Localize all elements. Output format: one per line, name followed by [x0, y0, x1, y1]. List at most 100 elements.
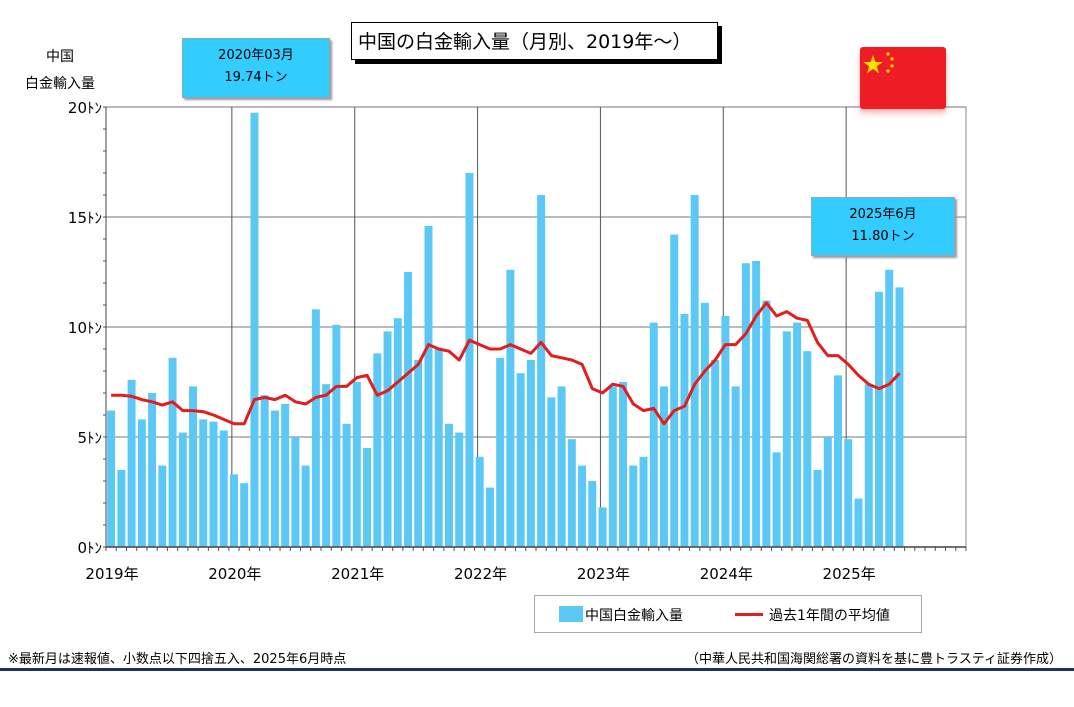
bar — [803, 351, 812, 547]
bar — [608, 386, 617, 547]
y-axis-label-line2: 白金輸入量 — [25, 76, 95, 92]
callout-latest-date: 2025年6月 — [849, 207, 917, 222]
bar — [598, 507, 607, 547]
y-axis-label-line1: 中国 — [46, 49, 74, 65]
bar — [844, 439, 853, 547]
bar — [895, 287, 904, 547]
bar — [148, 393, 157, 547]
bar — [332, 324, 341, 547]
bar — [793, 322, 802, 547]
bar — [219, 430, 228, 547]
bar — [874, 291, 883, 547]
callout-peak-date: 2020年03月 — [218, 48, 294, 63]
bar — [629, 465, 638, 547]
callout-peak-value: 19.74トン — [224, 70, 288, 85]
y-tick-label: 5ﾄﾝ — [77, 429, 102, 447]
bar — [322, 384, 331, 547]
y-tick-label: 20ﾄﾝ — [68, 99, 102, 117]
bar — [731, 386, 740, 547]
bar — [270, 410, 279, 547]
bar — [578, 465, 587, 547]
x-tick-label: 2022年 — [454, 565, 507, 583]
bar — [506, 269, 515, 547]
bar — [189, 386, 198, 547]
average-line — [111, 301, 901, 426]
legend-line-swatch — [735, 613, 763, 616]
bar — [455, 432, 464, 547]
x-tick-label: 2020年 — [208, 565, 261, 583]
bar — [260, 395, 269, 547]
x-tick-label: 2025年 — [823, 565, 876, 583]
bottom-rule — [0, 668, 1074, 671]
bar — [229, 474, 238, 547]
bar — [301, 465, 310, 547]
bar — [639, 456, 648, 547]
bar — [823, 437, 832, 547]
bar — [670, 234, 679, 547]
bar — [772, 452, 781, 547]
legend-entry-average: 過去1年間の平均値 — [769, 608, 890, 624]
bar — [762, 300, 771, 547]
bar — [567, 439, 576, 547]
chart-legend: 中国白金輸入量 過去1年間の平均値 — [534, 595, 922, 633]
bar — [342, 423, 351, 547]
bar — [588, 481, 597, 547]
bar — [475, 456, 484, 547]
bar — [864, 384, 873, 547]
bar — [434, 349, 443, 547]
bar — [158, 465, 167, 547]
bar — [117, 470, 126, 547]
bar — [721, 316, 730, 547]
bar — [240, 483, 249, 547]
bar — [404, 272, 413, 547]
footnote: ※最新月は速報値、小数点以下四捨五入、2025年6月時点 — [8, 652, 347, 667]
bar — [352, 382, 361, 547]
bar — [516, 373, 525, 547]
bar — [526, 360, 535, 547]
callout-peak: 2020年03月 19.74トン — [182, 38, 330, 98]
x-tick-label: 2019年 — [85, 565, 138, 583]
bar — [496, 357, 505, 547]
china-flag-icon — [860, 47, 946, 109]
bar — [557, 386, 566, 547]
x-tick-label: 2024年 — [700, 565, 753, 583]
source-note: （中華人民共和国海関総署の資料を基に豊トラスティ証券作成） — [686, 652, 1062, 667]
bar — [107, 410, 116, 547]
bar — [485, 487, 494, 547]
bar — [711, 360, 720, 547]
bar — [414, 360, 423, 547]
bar — [700, 302, 709, 547]
bar — [168, 357, 177, 547]
bar — [383, 331, 392, 547]
bar — [834, 375, 843, 547]
bar — [291, 437, 300, 547]
bar — [137, 419, 146, 547]
bar — [782, 331, 791, 547]
bar — [741, 263, 750, 547]
bar — [363, 448, 372, 547]
bar — [250, 112, 259, 547]
bar — [813, 470, 822, 547]
bar — [373, 353, 382, 547]
chart-title: 中国の白金輸入量（月別、2019年～） — [351, 22, 718, 60]
bar — [281, 404, 290, 547]
callout-latest-value: 11.80トン — [851, 229, 915, 244]
x-tick-label: 2023年 — [577, 565, 630, 583]
callout-latest: 2025年6月 11.80トン — [811, 197, 955, 256]
bar — [690, 195, 699, 547]
bar — [209, 421, 218, 547]
legend-entry-imports: 中国白金輸入量 — [585, 608, 683, 624]
bar — [199, 419, 208, 547]
x-tick-label: 2021年 — [331, 565, 384, 583]
bar — [178, 432, 187, 547]
bar — [619, 382, 628, 547]
bar — [885, 269, 894, 547]
bar — [752, 261, 761, 547]
bar — [537, 195, 546, 547]
bar — [680, 313, 689, 547]
y-tick-label: 10ﾄﾝ — [68, 319, 102, 337]
bar — [311, 309, 320, 547]
y-tick-label: 15ﾄﾝ — [68, 209, 102, 227]
